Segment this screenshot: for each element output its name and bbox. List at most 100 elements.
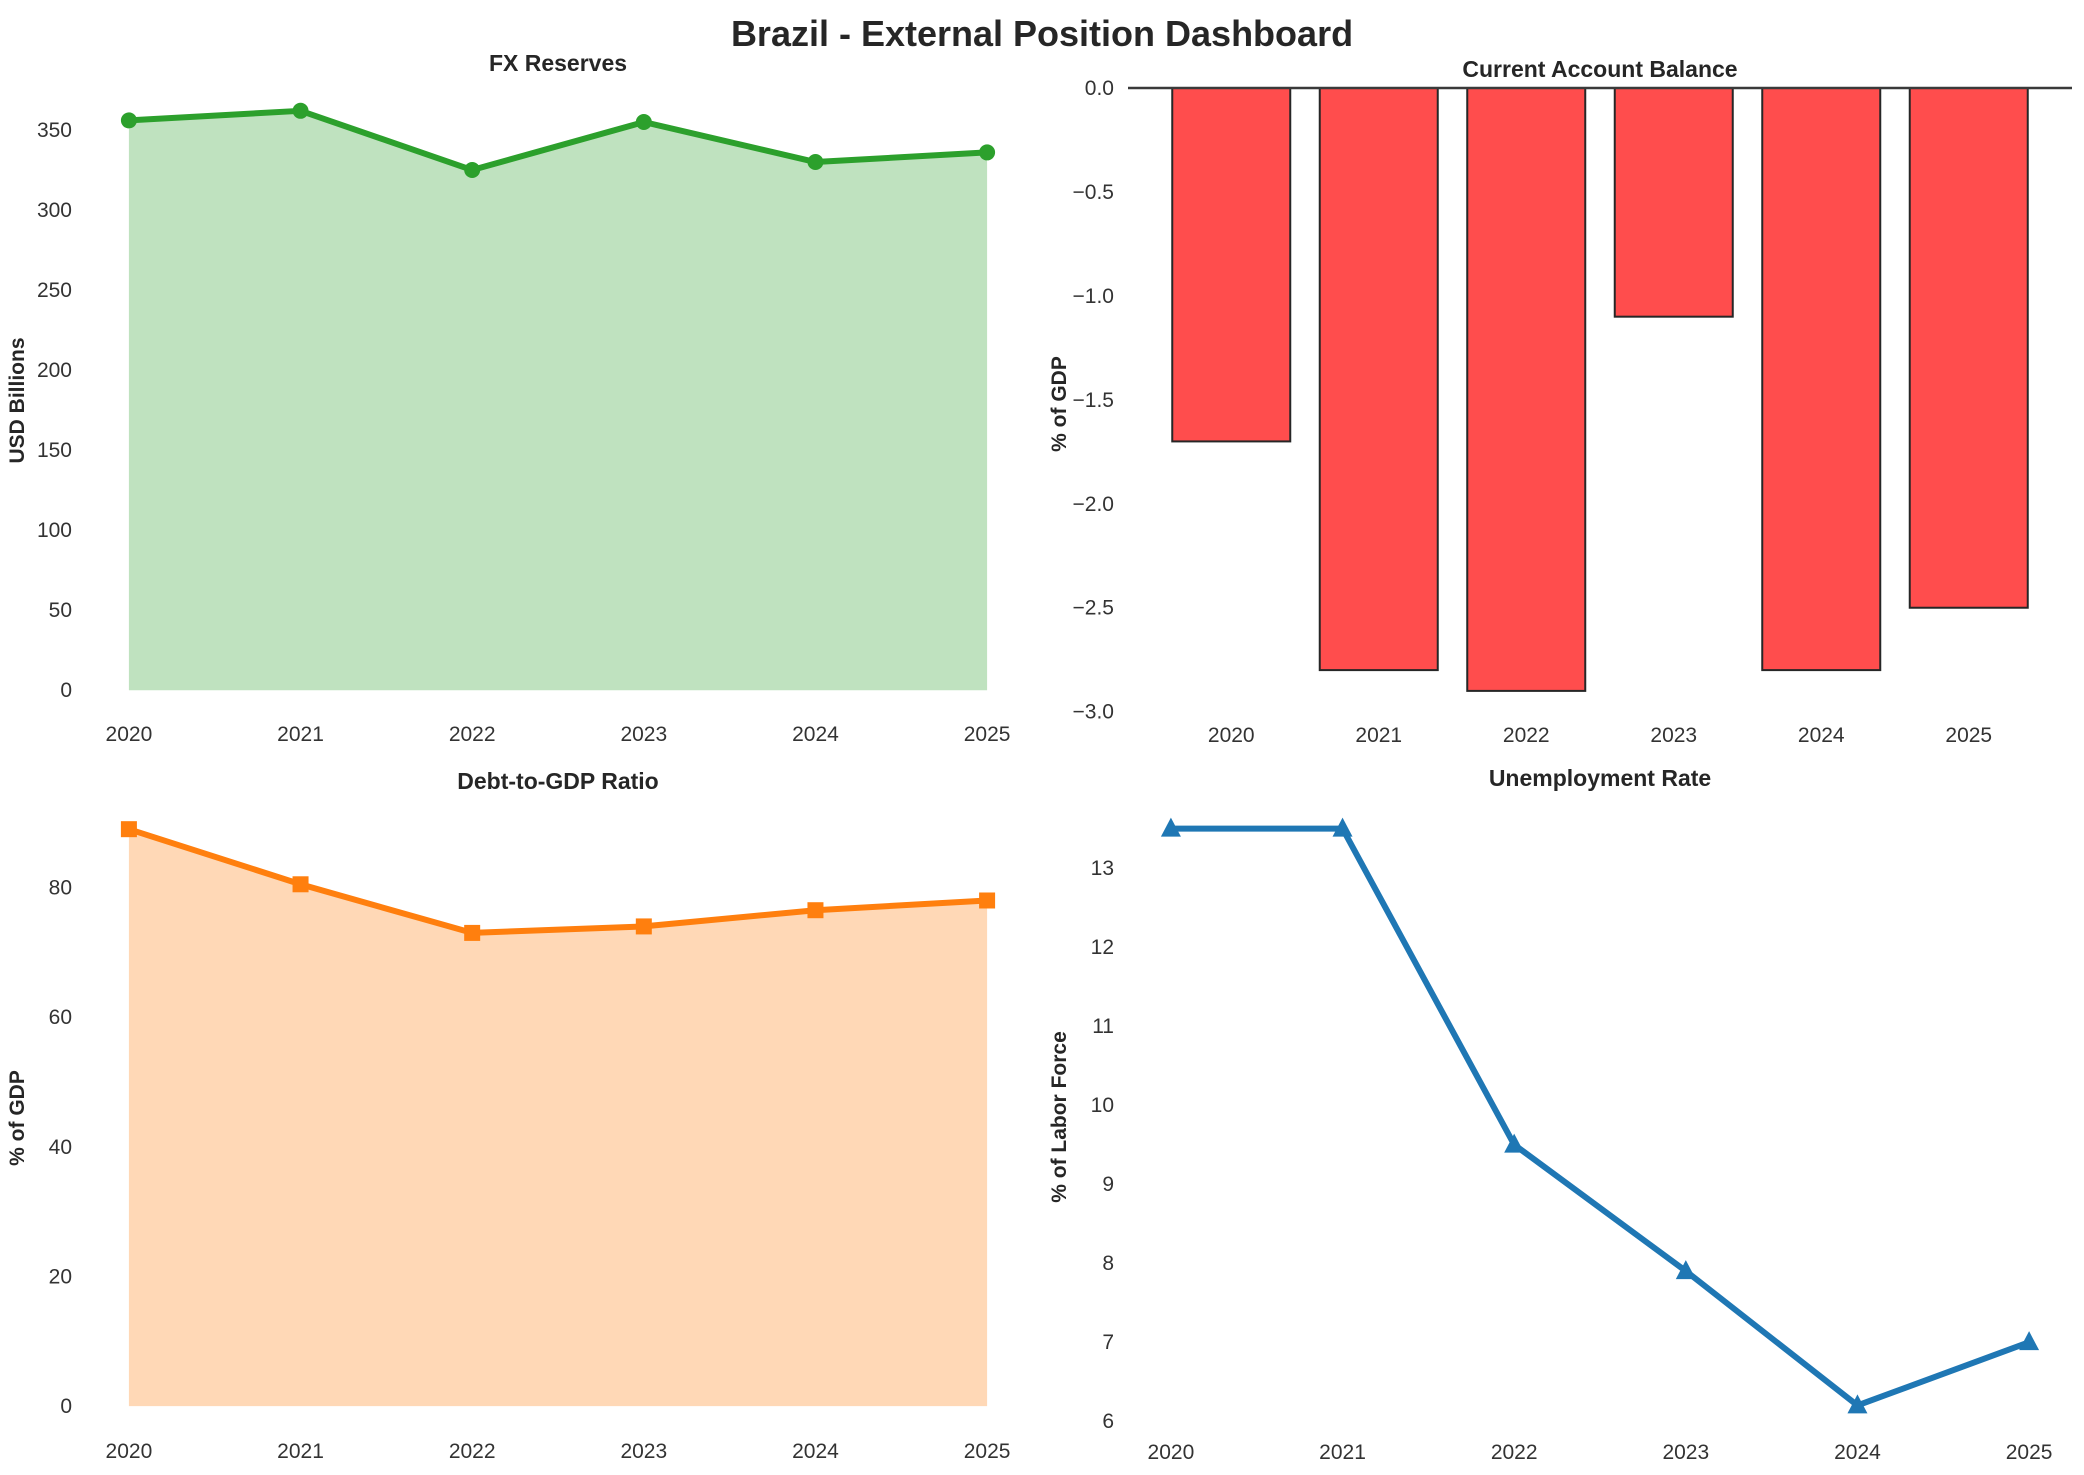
- x-tick-label: 2024: [792, 1440, 839, 1463]
- x-tick-label: 2025: [1945, 724, 1992, 747]
- data-point-marker: [464, 162, 481, 179]
- current-account-ylabel: % of GDP: [1048, 356, 1071, 452]
- y-tick-label: 0: [60, 1395, 72, 1418]
- series-line: [125, 107, 991, 174]
- x-tick-label: 2020: [1148, 1441, 1195, 1464]
- x-tick-label: 2023: [620, 723, 667, 746]
- y-tick-label: 250: [37, 279, 72, 302]
- fx-reserves-plot: 0 50 100 150 200 250 300 350 2020 2021 2022 2023 202…: [37, 102, 1011, 746]
- data-point-marker: [120, 821, 137, 838]
- y-tick-label: −1.0: [1073, 285, 1114, 308]
- x-tick-label: 2022: [449, 1440, 496, 1463]
- y-tick-label: 40: [49, 1136, 72, 1159]
- y-tick-label: 0.0: [1085, 77, 1114, 100]
- data-point-marker: [1675, 1260, 1696, 1280]
- x-tick-label: 2022: [1503, 724, 1550, 747]
- y-tick-label: 10: [1091, 1094, 1114, 1117]
- area-fill: [128, 110, 988, 691]
- bar: [1761, 87, 1882, 672]
- y-tick-label: 8: [1102, 1252, 1114, 1275]
- x-tick-label: 2025: [964, 723, 1011, 746]
- bar: [1466, 87, 1587, 692]
- y-tick-label: 6: [1102, 1410, 1114, 1433]
- data-point-marker: [120, 112, 137, 129]
- data-point-marker: [807, 902, 824, 919]
- bar: [1318, 87, 1439, 672]
- data-point-marker: [292, 876, 309, 893]
- x-tick-label: 2025: [964, 1440, 1011, 1463]
- data-point-marker: [807, 154, 824, 171]
- x-tick-label: 2021: [277, 1440, 324, 1463]
- x-tick-label: 2020: [106, 1440, 153, 1463]
- y-tick-label: 350: [37, 119, 72, 142]
- x-tick-label: 2024: [1834, 1441, 1881, 1464]
- debt-to-gdp-chart: Debt-to-GDP Ratio % of GDP 0 20 40 60 80 2020…: [6, 768, 1010, 1463]
- y-tick-label: −2.5: [1073, 597, 1114, 620]
- y-tick-label: 7: [1102, 1331, 1114, 1354]
- y-tick-label: −0.5: [1073, 181, 1114, 204]
- page-title: Brazil - External Position Dashboard: [731, 13, 1353, 54]
- x-tick-label: 2023: [1662, 1441, 1709, 1464]
- series-line: [1167, 825, 2033, 1409]
- debt-to-gdp-ylabel: % of GDP: [6, 1070, 29, 1166]
- y-tick-label: 20: [49, 1266, 72, 1289]
- y-tick-label: −3.0: [1073, 701, 1114, 724]
- y-tick-label: −1.5: [1073, 389, 1114, 412]
- x-tick-label: 2022: [449, 723, 496, 746]
- debt-to-gdp-title: Debt-to-GDP Ratio: [457, 768, 658, 794]
- y-tick-label: 11: [1092, 1015, 1114, 1038]
- unemployment-ylabel: % of Labor Force: [1048, 1031, 1071, 1203]
- unemployment-title: Unemployment Rate: [1489, 765, 1711, 791]
- y-tick-label: 300: [37, 199, 72, 222]
- x-tick-label: 2020: [1208, 724, 1255, 747]
- y-tick-label: 9: [1102, 1173, 1114, 1196]
- data-point-marker: [979, 144, 996, 161]
- current-account-chart: Current Account Balance % of GDP 0.0 −0.5…: [1048, 56, 2072, 747]
- y-tick-label: 150: [37, 439, 72, 462]
- y-tick-label: 12: [1091, 936, 1114, 959]
- x-tick-label: 2023: [1650, 724, 1697, 747]
- data-point-marker: [1504, 1133, 1525, 1153]
- y-tick-label: −2.0: [1073, 493, 1114, 516]
- data-point-marker: [1847, 1394, 1868, 1414]
- data-point-marker: [1160, 817, 1181, 837]
- bar: [1171, 87, 1292, 443]
- y-tick-label: 60: [49, 1006, 72, 1029]
- series-line: [125, 826, 991, 936]
- data-point-marker: [292, 102, 309, 119]
- current-account-title: Current Account Balance: [1462, 56, 1737, 82]
- data-point-marker: [2019, 1331, 2040, 1351]
- x-tick-label: 2021: [1319, 1441, 1366, 1464]
- y-tick-label: 13: [1091, 857, 1114, 880]
- y-tick-label: 200: [37, 359, 72, 382]
- fx-reserves-chart: FX Reserves USD Billions 0 50 100 150 200 250…: [6, 50, 1010, 746]
- unemployment-chart: Unemployment Rate % of Labor Force 6 7 8 9 1…: [1048, 765, 2052, 1464]
- y-tick-label: 50: [49, 599, 72, 622]
- y-tick-label: 0: [60, 679, 72, 702]
- x-tick-label: 2024: [792, 723, 839, 746]
- x-tick-label: 2024: [1798, 724, 1845, 747]
- x-tick-label: 2021: [277, 723, 324, 746]
- y-tick-label: 80: [49, 877, 72, 900]
- x-tick-label: 2020: [106, 723, 153, 746]
- x-tick-label: 2025: [2006, 1441, 2053, 1464]
- area-fill: [128, 829, 988, 1407]
- data-point-marker: [635, 918, 652, 935]
- x-tick-label: 2021: [1355, 724, 1402, 747]
- bar: [1613, 87, 1734, 318]
- x-tick-label: 2023: [620, 1440, 667, 1463]
- data-point-marker: [979, 892, 996, 909]
- bar: [1908, 87, 2029, 609]
- data-point-marker: [635, 114, 652, 131]
- data-point-marker: [1332, 817, 1353, 837]
- debt-to-gdp-plot: 0 20 40 60 80 2020 2021 2022 2023 2024 2025: [49, 821, 1011, 1463]
- unemployment-plot: 6 7 8 9 10 11 12 13 2020 2021 2022 2023 2024 2025: [1091, 817, 2053, 1464]
- x-tick-label: 2022: [1491, 1441, 1538, 1464]
- fx-reserves-title: FX Reserves: [489, 50, 627, 76]
- fx-reserves-ylabel: USD Billions: [6, 337, 29, 463]
- data-point-marker: [464, 924, 481, 941]
- y-tick-label: 100: [37, 519, 72, 542]
- current-account-plot: 0.0 −0.5 −1.0 −1.5 −2.0 −2.5 −3.0 2020 2021 2022 2…: [1073, 77, 2072, 747]
